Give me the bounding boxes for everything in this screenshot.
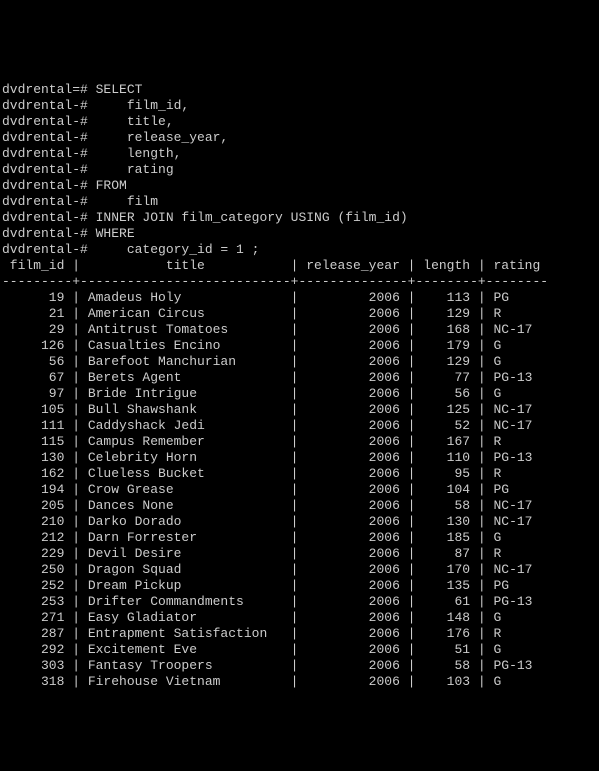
terminal-window[interactable]: dvdrental=# SELECT dvdrental-# film_id, …: [0, 80, 599, 691]
terminal-output: dvdrental=# SELECT dvdrental-# film_id, …: [2, 82, 599, 690]
